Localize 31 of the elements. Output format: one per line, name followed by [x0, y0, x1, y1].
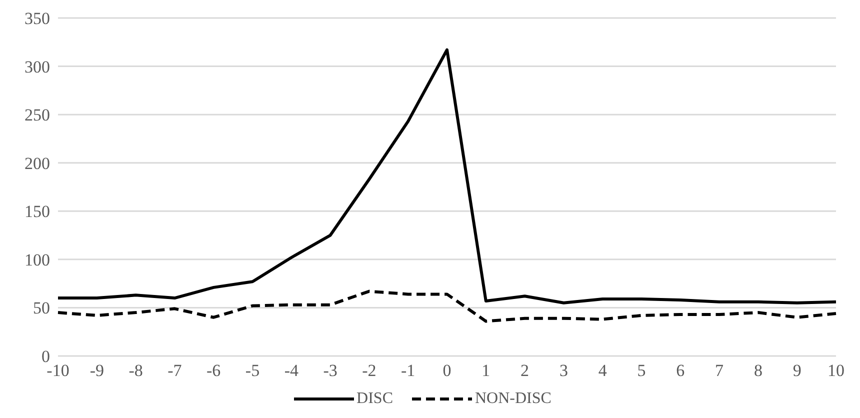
x-tick-label: 0	[442, 361, 452, 380]
x-tick-label: -8	[128, 361, 143, 380]
y-tick-label: 150	[24, 202, 50, 222]
x-tick-label: -7	[168, 361, 182, 380]
x-tick-label: 9	[792, 361, 802, 380]
x-tick-label: -3	[323, 361, 338, 380]
x-tick-label: -1	[401, 361, 416, 380]
y-tick-label: 50	[33, 298, 50, 318]
x-tick-label: -4	[284, 361, 299, 380]
x-tick-label: 10	[828, 361, 844, 380]
x-tick-label: 4	[598, 361, 608, 380]
x-tick-label: -5	[245, 361, 260, 380]
y-tick-label: 250	[24, 106, 50, 125]
x-tick-label: 2	[520, 361, 530, 380]
x-tick-label: -9	[90, 361, 104, 380]
x-tick-label: 8	[754, 361, 762, 380]
x-tick-label: -2	[362, 361, 376, 380]
y-tick-label: 100	[24, 250, 50, 270]
y-tick-label: 350	[24, 9, 50, 28]
line-series	[56, 290, 838, 323]
x-tick-label: -6	[206, 361, 221, 380]
legend-label: NON-DISC	[475, 390, 552, 408]
legend-label: DISC	[356, 390, 393, 408]
line-series	[56, 48, 838, 304]
y-tick-label: 300	[24, 57, 50, 76]
x-tick-label: 5	[637, 361, 646, 380]
x-tick-label: 7	[715, 361, 724, 380]
x-tick-label: 1	[482, 361, 490, 380]
y-tick-label: 200	[24, 154, 50, 173]
x-tick-label: 3	[559, 361, 568, 380]
x-tick-label: 6	[676, 361, 685, 380]
